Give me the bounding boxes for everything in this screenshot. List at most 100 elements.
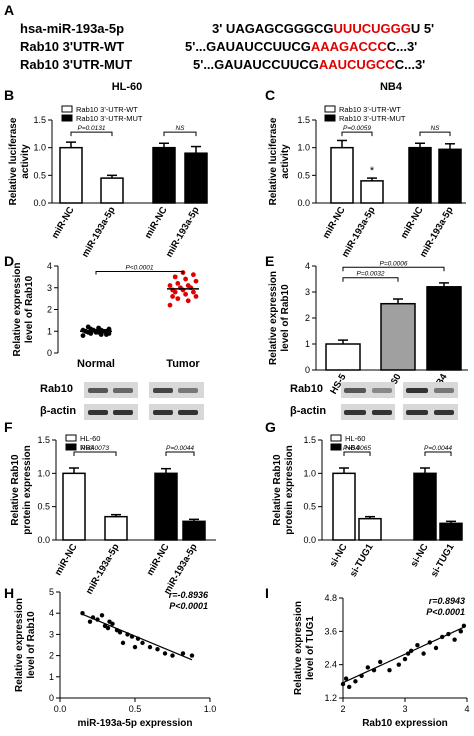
significance-label: P=0.0059 [343, 125, 371, 132]
chart-panel-g: G 0.0 0.5 1.0 1.5 Relative Rab10protein expre… [265, 382, 463, 579]
bar [332, 472, 356, 541]
legend-swatch [65, 434, 77, 442]
x-tick-label: 2 [340, 704, 345, 714]
significance-label: P=0.0044 [166, 445, 194, 452]
x-tick-label: miR-193a-5p [164, 205, 202, 260]
data-point [353, 679, 358, 684]
bar [182, 520, 206, 541]
legend-swatch [65, 443, 77, 451]
significance-label: P=0.0044 [424, 445, 452, 452]
legend-swatch [324, 114, 336, 122]
panel-letter-c: C [265, 87, 275, 103]
x-tick-label: miR-NC [50, 205, 77, 241]
data-point [183, 291, 189, 297]
blot-band [406, 410, 428, 415]
y-tick-label: 1.0 [303, 468, 316, 478]
blot-label-actin: β-actin [290, 405, 326, 417]
y-axis-label: Relative Rab10protein expression [272, 445, 295, 534]
blot-strip [403, 382, 458, 398]
legend-label: Rab10 3'-UTR-MUT [339, 114, 406, 123]
data-point [193, 294, 199, 299]
data-point [110, 621, 115, 626]
y-tick-label: 1.0 [37, 468, 50, 478]
legend-label: Rab10 3'-UTR-WT [339, 105, 401, 114]
sequence-highlight: AAAGACCC [311, 39, 387, 54]
data-point [162, 651, 168, 656]
bar [360, 180, 384, 204]
data-point [185, 283, 191, 288]
panel-letter-d: D [4, 253, 14, 269]
sequence-prefix: 3' UAGAGCGGGCG [212, 21, 334, 36]
y-tick-label: 0.5 [37, 502, 50, 512]
y-axis-label-line: Relative expression [293, 601, 304, 695]
chart-title: NB4 [380, 81, 403, 93]
y-tick-label: 1.5 [37, 435, 50, 445]
y-axis-label: Relative expressionlevel of Rab10 [14, 598, 37, 692]
x-tick-label: miR-NC [321, 205, 348, 241]
y-tick-label: 0.0 [303, 535, 316, 545]
data-point [180, 651, 186, 656]
y-axis-label-line: level of TUG1 [305, 616, 316, 680]
y-tick-label: 1.5 [303, 435, 316, 445]
y-axis-label: Relative expressionlevel of Rab10 [268, 271, 291, 365]
regression-line [342, 626, 465, 684]
data-point [185, 298, 191, 304]
significance-label: P=0.0131 [77, 125, 105, 132]
bar [59, 146, 83, 204]
legend-label: Rab10 3'-UTR-MUT [76, 114, 143, 123]
legend-label: HL-60 [345, 434, 365, 443]
y-axis-label-line: Relative luciferase [268, 117, 279, 205]
significance-label: NS [430, 125, 440, 132]
significance-bracket [163, 131, 197, 137]
data-point [170, 653, 175, 658]
legend-swatch [330, 434, 342, 442]
y-tick-label: 3 [305, 287, 310, 297]
y-axis-label-line: activity [20, 144, 31, 179]
significance-star: * [370, 165, 375, 177]
legend-swatch [324, 105, 336, 113]
panel-a: A hsa-miR-193a-5p 3' UAGAGCGGGCGUUUCUGGGU… [4, 2, 434, 72]
y-axis-label-line: activity [280, 144, 291, 179]
y-axis-label-line: Relative Rab10 [272, 454, 283, 526]
bar [100, 177, 124, 204]
data-point [387, 668, 392, 673]
legend-label: HL-60 [80, 434, 100, 443]
data-point [365, 665, 370, 670]
data-point [85, 324, 91, 330]
bar [408, 146, 432, 204]
blot-strip [149, 404, 204, 420]
data-point [452, 637, 457, 642]
significance-label: P=0.0065 [343, 445, 371, 452]
blot-label-actin: β-actin [40, 405, 76, 417]
blot-strip [84, 382, 138, 398]
panel-letter-i: I [265, 585, 269, 601]
panel-letter-e: E [265, 253, 274, 269]
data-point [396, 662, 401, 667]
data-point [175, 281, 181, 286]
bar [330, 146, 354, 204]
data-point [421, 651, 426, 656]
panel-letter-f: F [4, 419, 13, 435]
blot-band [372, 388, 392, 393]
y-axis-label-line: Relative luciferase [8, 117, 19, 205]
data-point [461, 623, 467, 628]
bar [380, 302, 416, 371]
y-tick-label: 4.8 [324, 593, 337, 603]
data-point [378, 659, 383, 665]
significance-bracket [342, 266, 445, 272]
y-tick-label: 4 [47, 261, 52, 271]
sequence-text: 5'...GAUAUCCUUCGAAUCUGCCC...3' [193, 57, 425, 72]
sequence-suffix: C...3' [395, 57, 426, 72]
y-tick-label: 1 [305, 339, 310, 349]
x-tick-label: si-NC [328, 542, 350, 569]
y-tick-label: 3.6 [324, 626, 337, 636]
panel-letter-h: H [4, 585, 14, 601]
y-axis-label-line: level of Rab10 [24, 275, 35, 343]
data-point [343, 676, 349, 681]
chart-title: HL-60 [112, 81, 143, 93]
data-point [191, 272, 196, 278]
blot-strip [341, 382, 395, 398]
data-point [147, 644, 153, 650]
